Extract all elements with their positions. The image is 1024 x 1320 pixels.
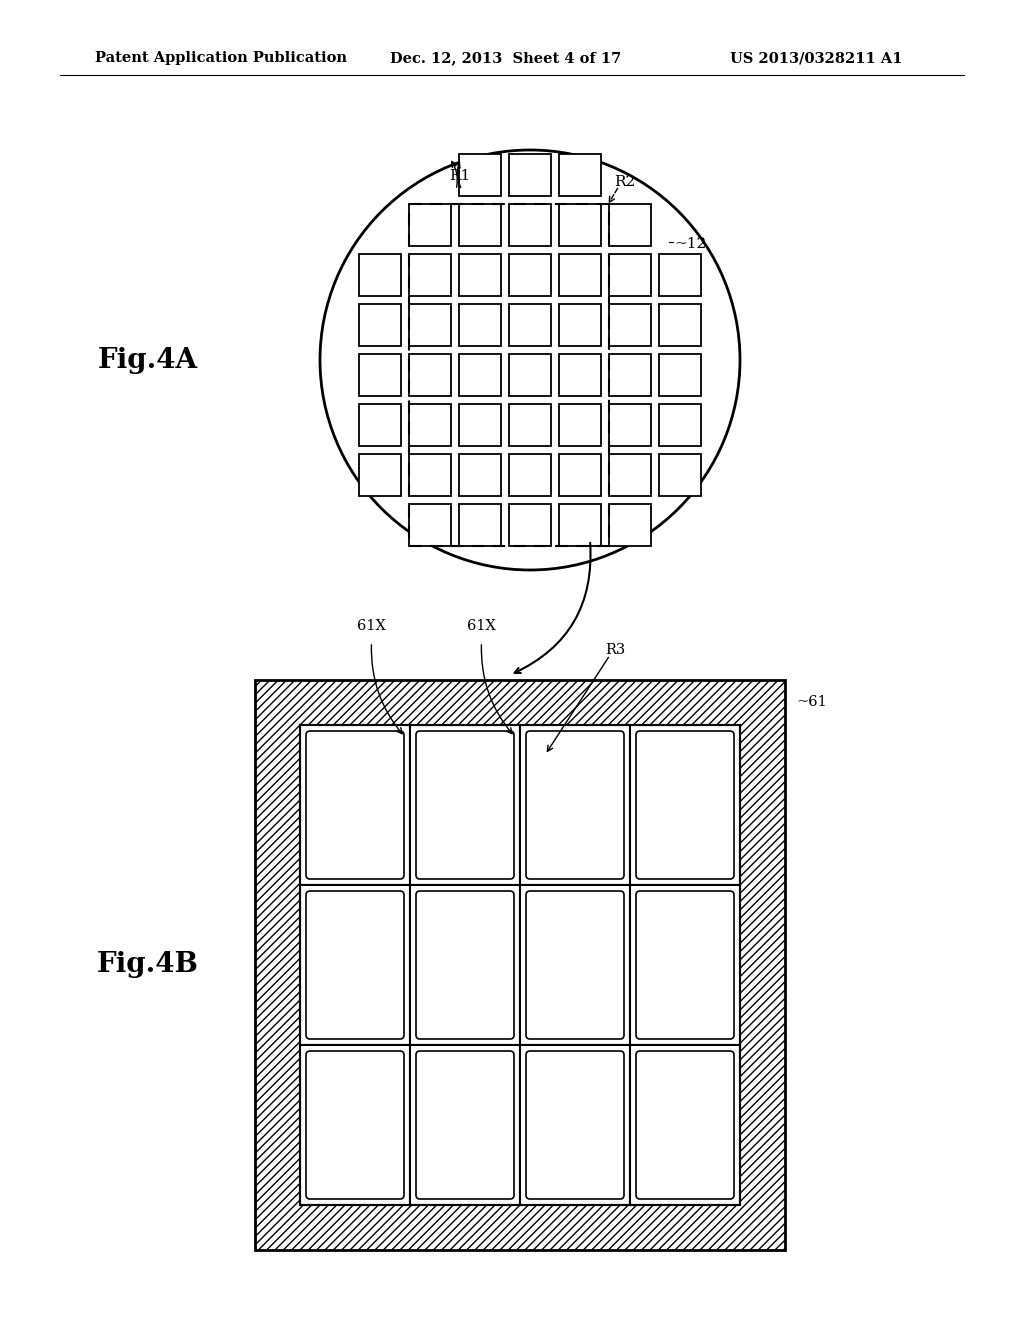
- Bar: [559, 205, 601, 246]
- Bar: [300, 1045, 410, 1205]
- Bar: [409, 404, 451, 446]
- Text: Fig.4B: Fig.4B: [97, 952, 199, 978]
- Bar: [559, 404, 601, 446]
- FancyBboxPatch shape: [306, 731, 404, 879]
- Text: R2: R2: [614, 176, 635, 189]
- Bar: [509, 205, 551, 246]
- Bar: [459, 205, 501, 246]
- Text: Dec. 12, 2013  Sheet 4 of 17: Dec. 12, 2013 Sheet 4 of 17: [390, 51, 622, 65]
- Bar: [740, 725, 785, 1205]
- Bar: [410, 1045, 520, 1205]
- Bar: [255, 680, 785, 725]
- Bar: [410, 725, 520, 884]
- Bar: [520, 725, 630, 884]
- Bar: [659, 354, 701, 396]
- Bar: [520, 1045, 630, 1205]
- Bar: [609, 504, 651, 546]
- Bar: [255, 1205, 785, 1250]
- Text: US 2013/0328211 A1: US 2013/0328211 A1: [730, 51, 902, 65]
- Text: Patent Application Publication: Patent Application Publication: [95, 51, 347, 65]
- Bar: [300, 725, 740, 1205]
- FancyBboxPatch shape: [416, 1051, 514, 1199]
- FancyBboxPatch shape: [636, 891, 734, 1039]
- Bar: [409, 504, 451, 546]
- Bar: [409, 454, 451, 496]
- FancyBboxPatch shape: [306, 891, 404, 1039]
- Bar: [359, 354, 401, 396]
- Bar: [459, 504, 501, 546]
- Bar: [559, 504, 601, 546]
- Bar: [520, 884, 630, 1045]
- Bar: [609, 205, 651, 246]
- FancyBboxPatch shape: [416, 731, 514, 879]
- Bar: [509, 154, 551, 195]
- Text: R1: R1: [450, 169, 471, 183]
- Bar: [359, 404, 401, 446]
- Bar: [359, 253, 401, 296]
- Bar: [359, 304, 401, 346]
- Bar: [509, 354, 551, 396]
- Bar: [409, 205, 609, 546]
- Bar: [609, 454, 651, 496]
- Text: 61X: 61X: [467, 619, 496, 634]
- FancyBboxPatch shape: [526, 891, 624, 1039]
- Bar: [559, 154, 601, 195]
- Bar: [409, 354, 451, 396]
- Bar: [559, 454, 601, 496]
- FancyBboxPatch shape: [636, 1051, 734, 1199]
- Bar: [609, 354, 651, 396]
- Bar: [659, 404, 701, 446]
- Bar: [509, 253, 551, 296]
- FancyBboxPatch shape: [416, 891, 514, 1039]
- Bar: [509, 454, 551, 496]
- FancyBboxPatch shape: [636, 731, 734, 879]
- Bar: [609, 404, 651, 446]
- Bar: [255, 680, 785, 1250]
- Bar: [300, 884, 410, 1045]
- Bar: [459, 253, 501, 296]
- Text: ~12: ~12: [674, 238, 707, 251]
- Bar: [300, 725, 410, 884]
- FancyBboxPatch shape: [526, 1051, 624, 1199]
- Bar: [659, 304, 701, 346]
- Bar: [659, 253, 701, 296]
- Bar: [630, 725, 740, 884]
- Bar: [409, 304, 451, 346]
- Bar: [630, 1045, 740, 1205]
- Bar: [559, 304, 601, 346]
- Text: ~61: ~61: [797, 696, 827, 710]
- Bar: [509, 504, 551, 546]
- Bar: [509, 404, 551, 446]
- Bar: [459, 304, 501, 346]
- Bar: [659, 454, 701, 496]
- Bar: [409, 205, 451, 246]
- Bar: [630, 884, 740, 1045]
- FancyBboxPatch shape: [306, 1051, 404, 1199]
- Text: R3: R3: [605, 643, 626, 657]
- Bar: [609, 253, 651, 296]
- Bar: [409, 253, 451, 296]
- Bar: [255, 725, 300, 1205]
- Bar: [559, 253, 601, 296]
- Bar: [459, 454, 501, 496]
- Text: 61X: 61X: [357, 619, 386, 634]
- Bar: [359, 454, 401, 496]
- Text: Fig.4A: Fig.4A: [98, 346, 198, 374]
- Bar: [459, 404, 501, 446]
- Bar: [459, 354, 501, 396]
- FancyBboxPatch shape: [526, 731, 624, 879]
- Bar: [410, 884, 520, 1045]
- Bar: [459, 154, 501, 195]
- Bar: [609, 304, 651, 346]
- Bar: [559, 354, 601, 396]
- Bar: [509, 304, 551, 346]
